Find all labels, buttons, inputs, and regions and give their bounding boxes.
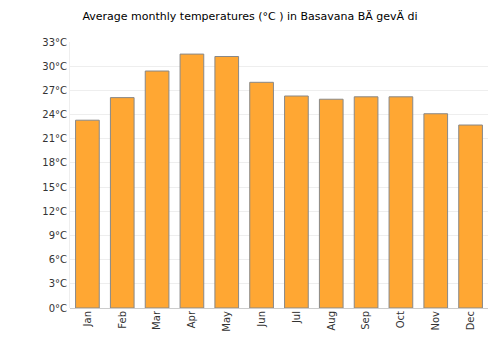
svg-text:Aug: Aug: [326, 311, 337, 331]
svg-text:3°C: 3°C: [49, 278, 67, 289]
svg-text:Average monthly temperatures (: Average monthly temperatures (°C ) in Ba…: [82, 10, 417, 23]
svg-text:0°C: 0°C: [49, 303, 67, 314]
svg-text:Apr: Apr: [186, 310, 197, 328]
svg-text:Jun: Jun: [256, 311, 267, 328]
svg-text:24°C: 24°C: [42, 109, 67, 120]
svg-text:6°C: 6°C: [49, 254, 67, 265]
svg-text:27°C: 27°C: [42, 85, 67, 96]
svg-text:Oct: Oct: [395, 311, 406, 328]
svg-text:9°C: 9°C: [49, 230, 67, 241]
svg-text:30°C: 30°C: [42, 61, 67, 72]
svg-text:May: May: [221, 311, 232, 332]
svg-text:12°C: 12°C: [42, 206, 67, 217]
svg-text:Jul: Jul: [291, 311, 302, 324]
svg-text:15°C: 15°C: [42, 182, 67, 193]
svg-text:Feb: Feb: [117, 311, 128, 329]
svg-text:Mar: Mar: [151, 310, 162, 330]
svg-text:Dec: Dec: [465, 311, 476, 330]
svg-text:Sep: Sep: [360, 311, 371, 330]
svg-text:18°C: 18°C: [42, 157, 67, 168]
svg-text:Jan: Jan: [82, 311, 93, 327]
svg-text:33°C: 33°C: [42, 37, 67, 48]
svg-text:Nov: Nov: [430, 311, 441, 331]
svg-text:21°C: 21°C: [42, 133, 67, 144]
